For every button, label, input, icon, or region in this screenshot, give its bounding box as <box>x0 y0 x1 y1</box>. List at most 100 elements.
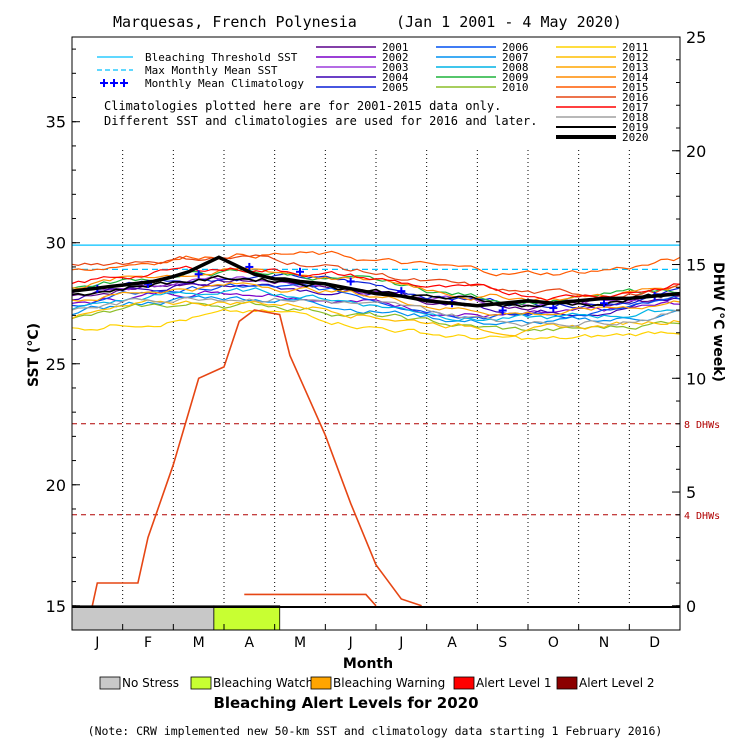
year-legend-label: 2018 <box>622 111 649 124</box>
chart-title-left: Marquesas, French Polynesia <box>113 13 357 31</box>
alert-legend-swatch <box>99 676 121 690</box>
climatology-note-line1: Climatologies plotted here are for 2001-… <box>104 99 501 113</box>
x-axis-tick-label: O <box>548 635 559 651</box>
alert-legend-label: No Stress <box>122 676 179 690</box>
year-legend-label: 2005 <box>382 81 409 94</box>
year-series-line <box>71 274 681 308</box>
alert-legend: No Stress Bleaching Watch Bleaching Warnin… <box>99 676 655 690</box>
climatology-marker <box>498 306 507 315</box>
climatology-marker <box>296 267 304 276</box>
year-series-line <box>71 301 681 332</box>
year-series-line <box>71 282 681 316</box>
x-axis-tick-label: N <box>599 635 609 651</box>
year-series-line <box>71 265 681 301</box>
year-series-line <box>71 254 681 300</box>
dhw-2020-secondary-line <box>244 593 377 607</box>
alert-legend-label: Bleaching Warning <box>333 676 445 690</box>
y-axis-label-right: DHW (°C week) <box>710 262 726 382</box>
year-legend-label: 2004 <box>382 71 409 84</box>
x-axis-label: Month <box>343 656 393 672</box>
year-series-line <box>71 296 681 328</box>
year-legend-label: 2011 <box>622 41 649 54</box>
right-axis-tick-label: 25 <box>686 28 706 47</box>
x-axis-tick-label: J <box>94 635 99 651</box>
right-axis-tick-label: 0 <box>686 597 696 616</box>
year-legend-label: 2006 <box>502 41 529 54</box>
footnote: (Note: CRW implemented new 50-km SST and… <box>88 724 663 738</box>
alert-legend-label: Alert Level 1 <box>476 676 552 690</box>
year-legend-label: 2010 <box>502 81 529 94</box>
sst-2020-series <box>71 255 681 308</box>
right-axis-tick-label: 10 <box>686 369 706 388</box>
year-series-line <box>71 295 681 326</box>
alert-legend-swatch <box>453 676 475 690</box>
alert-legend-swatch <box>190 676 212 690</box>
alert-bar-segment <box>213 605 281 631</box>
right-axis-tick-label: 15 <box>686 256 706 275</box>
year-legend-label: 2015 <box>622 81 649 94</box>
climatology-marker <box>346 277 355 286</box>
climatology-marker <box>600 299 608 308</box>
left-axis-tick-label: 15 <box>46 597 66 616</box>
dhw-threshold-label: 4 DHWs <box>684 511 720 522</box>
right-axis-tick-label: 5 <box>686 483 696 502</box>
climatology-marker <box>397 287 406 296</box>
climatology-note-line2: Different SST and climatologies are used… <box>104 114 537 128</box>
legend-label: Monthly Mean Climatology <box>145 77 304 90</box>
year-legend-label: 2002 <box>382 51 409 64</box>
year-legend-label: 2001 <box>382 41 409 54</box>
year-series-line <box>71 308 681 341</box>
x-axis-tick-label: D <box>649 635 660 651</box>
year-legend-label: 2019 <box>622 121 649 134</box>
year-series-line <box>71 276 681 308</box>
legend-label: Max Monthly Mean SST <box>145 64 278 77</box>
year-legend-label: 2013 <box>622 61 649 74</box>
x-axis-tick-label: A <box>245 635 255 651</box>
alert-title: Bleaching Alert Levels for 2020 <box>213 694 478 712</box>
alert-bar <box>71 605 281 631</box>
year-legend-label: 2012 <box>622 51 649 64</box>
left-axis-tick-label: 25 <box>46 355 66 374</box>
left-axis: 15 20 25 30 35 <box>46 48 80 616</box>
year-legend-label: 2017 <box>622 101 649 114</box>
year-legend-label: 2009 <box>502 71 529 84</box>
x-axis-tick-label: F <box>144 635 152 651</box>
dhw-2020-series <box>91 309 422 607</box>
y-axis-label-left: SST (°C) <box>26 323 42 387</box>
left-axis-tick-label: 35 <box>46 113 66 132</box>
dhw-threshold-label: 8 DHWs <box>684 420 720 431</box>
x-axis-tick-label: J <box>348 635 353 651</box>
x-axis-tick-label: A <box>447 635 457 651</box>
right-axis: 0 5 10 15 20 25 <box>672 28 706 616</box>
year-series-line <box>71 299 681 337</box>
x-axis-tick-label: M <box>193 635 205 651</box>
alert-legend-label: Bleaching Watch <box>213 676 313 690</box>
alert-bar-segment <box>71 605 215 631</box>
alert-legend-swatch <box>556 676 578 690</box>
climatology-marker <box>549 304 558 313</box>
year-series-line <box>71 287 681 322</box>
year-legend-label: 2020 <box>622 131 649 144</box>
year-legend-label: 2014 <box>622 71 649 84</box>
x-axis-tick-label: S <box>498 635 507 651</box>
left-axis-tick-label: 30 <box>46 234 66 253</box>
legend-label: Bleaching Threshold SST <box>145 51 298 64</box>
x-axis-tick-label: J <box>398 635 403 651</box>
alert-legend-swatch <box>310 676 332 690</box>
x-axis-tick-label: M <box>294 635 306 651</box>
alert-legend-label: Alert Level 2 <box>579 676 655 690</box>
year-legend-label: 2003 <box>382 61 409 74</box>
chart-title-right: (Jan 1 2001 - 4 May 2020) <box>396 13 622 31</box>
left-axis-tick-label: 20 <box>46 476 66 495</box>
climatology-marker <box>194 270 203 279</box>
year-legend-label: 2016 <box>622 91 649 104</box>
sst-2020-line <box>71 255 681 308</box>
right-axis-tick-label: 20 <box>686 142 706 161</box>
year-legend-label: 2008 <box>502 61 529 74</box>
climatology-marker <box>245 262 254 271</box>
